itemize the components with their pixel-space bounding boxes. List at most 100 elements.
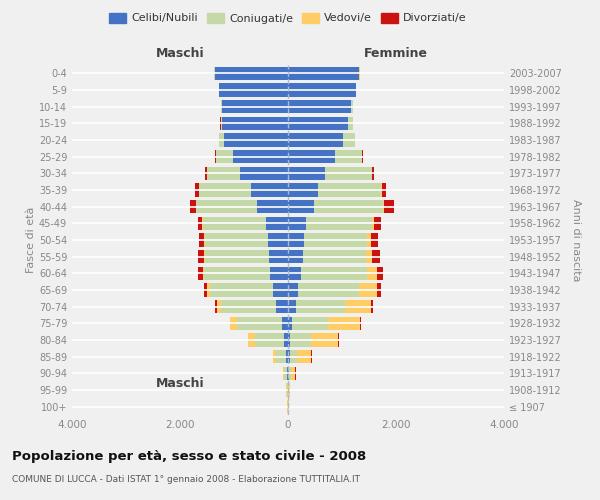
Bar <box>302 250 366 264</box>
Bar <box>288 234 304 246</box>
Bar <box>254 334 284 346</box>
Legend: Celibi/Nubili, Coniugati/e, Vedovi/e, Divorziati/e: Celibi/Nubili, Coniugati/e, Vedovi/e, Di… <box>105 8 471 28</box>
Bar <box>359 316 361 330</box>
Bar <box>287 366 288 380</box>
Bar <box>284 334 288 346</box>
Bar <box>221 100 288 114</box>
Bar <box>307 216 372 230</box>
Bar <box>343 134 355 146</box>
Bar <box>377 266 383 280</box>
Bar <box>351 100 353 114</box>
Bar <box>288 116 349 130</box>
Bar <box>283 366 284 380</box>
Bar <box>233 150 288 164</box>
Bar <box>277 350 286 364</box>
Bar <box>382 184 386 196</box>
Bar <box>257 200 288 213</box>
Bar <box>196 200 257 213</box>
Bar <box>288 84 355 96</box>
Bar <box>288 350 290 364</box>
Bar <box>288 250 302 264</box>
Bar <box>199 216 202 230</box>
Bar <box>288 200 314 213</box>
Bar <box>288 266 301 280</box>
Bar <box>205 250 269 264</box>
Bar <box>372 166 374 180</box>
Bar <box>288 334 290 346</box>
Bar <box>292 316 328 330</box>
Bar <box>268 234 288 246</box>
Bar <box>221 300 276 314</box>
Bar <box>203 266 204 280</box>
Bar <box>241 166 288 180</box>
Bar <box>199 184 251 196</box>
Bar <box>325 166 372 180</box>
Bar <box>383 200 384 213</box>
Bar <box>301 266 367 280</box>
Bar <box>367 266 377 280</box>
Bar <box>288 134 343 146</box>
Bar <box>298 284 359 296</box>
Bar <box>290 334 311 346</box>
Bar <box>371 300 373 314</box>
Text: COMUNE DI LUCCA - Dati ISTAT 1° gennaio 2008 - Elaborazione TUTTITALIA.IT: COMUNE DI LUCCA - Dati ISTAT 1° gennaio … <box>12 475 360 484</box>
Bar <box>288 100 351 114</box>
Bar <box>207 166 241 180</box>
Bar <box>289 384 290 396</box>
Bar <box>366 250 372 264</box>
Bar <box>328 316 359 330</box>
Bar <box>314 200 383 213</box>
Text: Maschi: Maschi <box>155 47 205 60</box>
Bar <box>289 366 292 380</box>
Bar <box>203 216 266 230</box>
Bar <box>205 234 268 246</box>
Bar <box>377 284 381 296</box>
Y-axis label: Anni di nascita: Anni di nascita <box>571 198 581 281</box>
Bar <box>197 250 205 264</box>
Bar <box>359 284 377 296</box>
Bar <box>204 266 270 280</box>
Bar <box>215 300 217 314</box>
Bar <box>288 316 292 330</box>
Bar <box>224 134 288 146</box>
Bar <box>290 350 297 364</box>
Bar <box>215 150 233 164</box>
Bar <box>304 234 367 246</box>
Bar <box>282 316 288 330</box>
Bar <box>199 234 205 246</box>
Bar <box>372 216 374 230</box>
Bar <box>384 200 394 213</box>
Bar <box>220 84 288 96</box>
Bar <box>288 66 359 80</box>
Bar <box>248 334 254 346</box>
Text: Popolazione per età, sesso e stato civile - 2008: Popolazione per età, sesso e stato civil… <box>12 450 366 463</box>
Bar <box>296 300 345 314</box>
Bar <box>292 366 295 380</box>
Bar <box>372 250 380 264</box>
Bar <box>297 350 311 364</box>
Bar <box>273 284 288 296</box>
Bar <box>194 184 199 196</box>
Bar <box>288 166 325 180</box>
Bar <box>311 334 338 346</box>
Bar <box>345 300 371 314</box>
Y-axis label: Fasce di età: Fasce di età <box>26 207 36 273</box>
Bar <box>374 216 381 230</box>
Bar <box>197 266 203 280</box>
Bar <box>269 250 288 264</box>
Bar <box>288 366 289 380</box>
Bar <box>288 184 318 196</box>
Bar <box>205 166 207 180</box>
Bar <box>220 134 224 146</box>
Bar <box>274 350 277 364</box>
Bar <box>221 116 288 130</box>
Bar <box>230 316 236 330</box>
Bar <box>349 116 353 130</box>
Bar <box>288 150 335 164</box>
Bar <box>371 234 378 246</box>
Bar <box>362 150 363 164</box>
Bar <box>266 216 288 230</box>
Bar <box>251 184 288 196</box>
Bar <box>367 234 371 246</box>
Bar <box>335 150 362 164</box>
